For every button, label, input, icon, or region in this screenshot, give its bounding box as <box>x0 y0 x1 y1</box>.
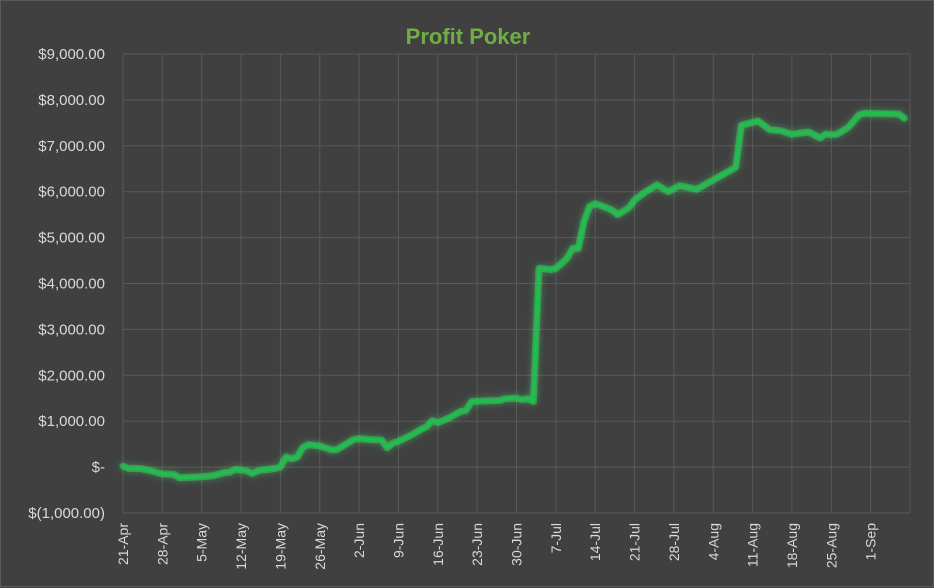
y-tick-label: $8,000.00 <box>38 92 105 109</box>
x-tick-label: 25-Aug <box>823 523 839 568</box>
y-tick-label: $7,000.00 <box>38 138 105 155</box>
y-tick-label: $3,000.00 <box>38 321 105 338</box>
x-tick-label: 21-Jul <box>627 523 643 561</box>
chart-title: Profit Poker <box>406 24 531 49</box>
x-tick-label: 23-Jun <box>469 523 485 566</box>
y-tick-label: $6,000.00 <box>38 184 105 201</box>
x-tick-label: 5-May <box>194 523 210 562</box>
x-tick-label: 18-Aug <box>784 523 800 568</box>
x-axis-ticks: 21-Apr 28-Apr 5-May 12-May 19-May 26-May 2-Jun… <box>115 523 879 570</box>
x-tick-label: 4-Aug <box>705 523 721 560</box>
x-tick-label: 26-May <box>312 523 328 570</box>
y-tick-label: $5,000.00 <box>38 230 105 247</box>
x-tick-label: 16-Jun <box>430 523 446 566</box>
y-axis-ticks: $9,000.00 $8,000.00 $7,000.00 $6,000.00 $5,0… <box>28 46 105 522</box>
series-line <box>121 111 907 480</box>
grid <box>122 53 911 514</box>
x-tick-label: 14-Jul <box>587 523 603 561</box>
x-tick-label: 11-Aug <box>745 523 761 567</box>
x-tick-label: 30-Jun <box>509 523 525 566</box>
y-tick-label: $4,000.00 <box>38 276 105 293</box>
x-tick-label: 19-May <box>272 523 288 570</box>
x-tick-label: 28-Jul <box>666 523 682 561</box>
x-tick-label: 1-Sep <box>863 523 879 561</box>
x-tick-label: 28-Apr <box>154 523 170 565</box>
x-tick-label: 12-May <box>233 523 249 570</box>
y-tick-label: $- <box>92 459 105 476</box>
y-tick-label: $9,000.00 <box>38 46 105 63</box>
y-tick-label: $(1,000.00) <box>28 505 105 522</box>
x-tick-label: 9-Jun <box>390 523 406 558</box>
x-tick-label: 21-Apr <box>115 523 131 565</box>
y-tick-label: $2,000.00 <box>38 367 105 384</box>
series-line-glow <box>119 109 908 482</box>
series-layer <box>119 109 908 482</box>
y-tick-label: $1,000.00 <box>38 413 105 430</box>
x-tick-label: 2-Jun <box>351 523 367 558</box>
x-tick-label: 7-Jul <box>548 523 564 553</box>
